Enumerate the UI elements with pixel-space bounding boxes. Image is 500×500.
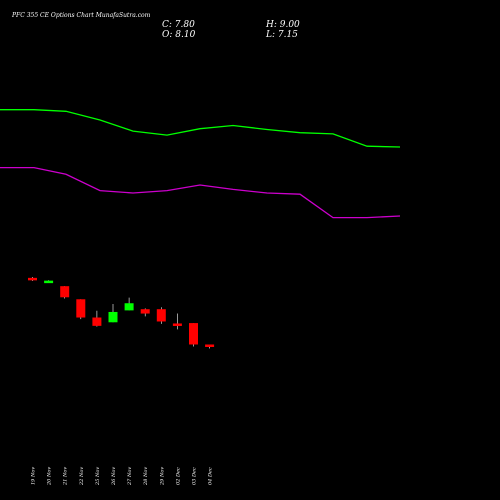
candle-body [60, 286, 70, 298]
candle-body [156, 309, 166, 322]
open-value: O: 8.10 [162, 30, 196, 40]
x-tick-label: 02 Dec [175, 467, 181, 485]
candle-02-dec [172, 313, 182, 330]
x-tick-label: 19 Nov [31, 467, 37, 485]
x-tick-label: 22 Nov [79, 467, 85, 486]
candle-27-nov [124, 297, 134, 311]
candle-21-nov [60, 286, 70, 299]
candle-body [28, 277, 37, 281]
x-tick-label: 20 Nov [47, 467, 53, 486]
x-tick-label: 25 Nov [95, 467, 101, 486]
x-tick-label: 03 Dec [192, 467, 198, 485]
candle-25-nov [92, 310, 102, 327]
candle-28-nov [140, 308, 150, 317]
candle-body [189, 323, 198, 345]
candles-group [28, 277, 215, 349]
x-tick-label: 28 Nov [143, 467, 149, 486]
candle-03-dec [189, 323, 198, 347]
candle-body [124, 303, 134, 311]
candle-body [44, 280, 54, 284]
x-tick-label: 29 Nov [159, 467, 165, 486]
x-axis-ticks: 19 Nov 20 Nov 21 Nov 22 Nov 25 Nov 26 Nov 27 N… [31, 467, 214, 486]
candle-body [140, 309, 150, 314]
close-value: C: 7.80 [162, 20, 195, 30]
candle-20-nov [44, 280, 54, 284]
candle-26-nov [108, 304, 118, 323]
x-tick-label: 04 Dec [208, 467, 214, 485]
candle-body [108, 311, 118, 323]
x-tick-label: 27 Nov [127, 467, 133, 486]
chart-title: PFC 355 CE Options Chart MunafaSutra.com [11, 12, 151, 19]
candle-body [76, 299, 86, 318]
low-value: L: 7.15 [265, 30, 298, 40]
candle-body [172, 323, 182, 326]
upper-indicator-line [0, 109, 401, 148]
x-tick-label: 26 Nov [111, 467, 117, 486]
candle-29-nov [156, 307, 166, 324]
indicator-lines [0, 109, 401, 219]
candle-19-nov [28, 277, 37, 282]
candle-04-dec [205, 344, 215, 349]
x-tick-label: 21 Nov [63, 467, 69, 486]
candle-body [205, 344, 215, 347]
candle-body [92, 317, 102, 326]
high-value: H: 9.00 [265, 20, 300, 30]
candle-22-nov [76, 299, 86, 320]
lower-indicator-line [0, 166, 401, 219]
